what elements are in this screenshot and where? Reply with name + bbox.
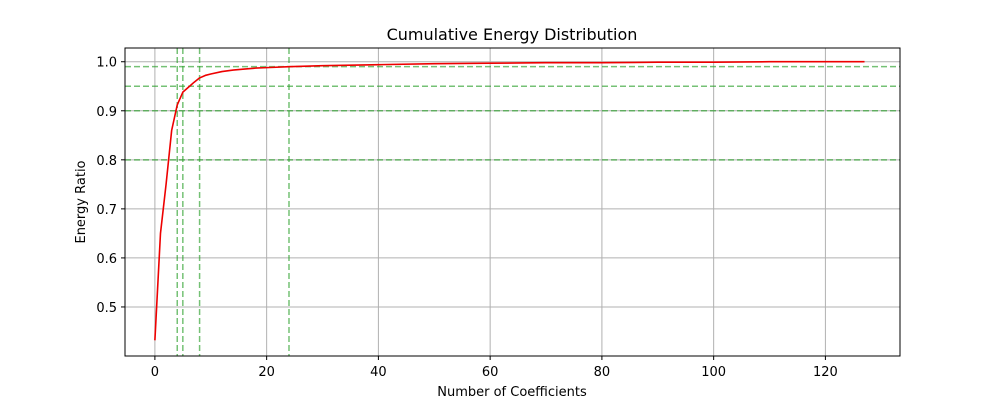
y-tick-label: 0.7 — [96, 203, 117, 218]
y-axis-ticks: 0.5 0.6 0.7 0.8 0.9 1.0 — [96, 56, 125, 316]
series-layer — [154, 60, 865, 341]
y-tick-label: 0.6 — [96, 252, 117, 267]
grid-lines — [125, 48, 900, 356]
energy-ratio-line — [154, 60, 865, 341]
x-axis-title: Number of Coefficients — [437, 385, 587, 400]
plot-area-frame — [124, 47, 901, 357]
x-tick-label: 80 — [594, 365, 611, 380]
y-tick-label: 0.5 — [96, 301, 117, 316]
x-tick-label: 60 — [482, 365, 499, 380]
x-tick-label: 20 — [258, 365, 275, 380]
threshold-lines — [125, 48, 900, 356]
x-tick-label: 120 — [813, 365, 838, 380]
chart-title: Cumulative Energy Distribution — [387, 25, 638, 44]
y-tick-label: 0.9 — [96, 105, 117, 120]
y-axis-title: Energy Ratio — [74, 160, 89, 243]
x-axis-ticks: 0 20 40 60 80 100 120 — [151, 356, 838, 380]
y-tick-label: 1.0 — [96, 56, 117, 71]
x-tick-label: 40 — [370, 365, 387, 380]
y-tick-label: 0.8 — [96, 154, 117, 169]
x-tick-label: 100 — [701, 365, 726, 380]
x-tick-label: 0 — [151, 365, 159, 380]
